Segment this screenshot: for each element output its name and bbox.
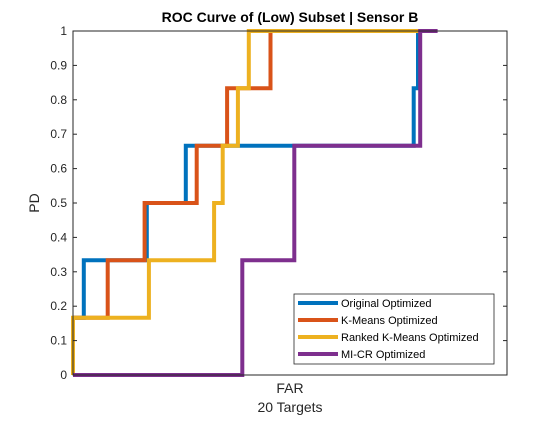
x-axis-sublabel: 20 Targets: [257, 399, 322, 415]
legend-label-ranked-k-means-optimized: Ranked K-Means Optimized: [341, 332, 479, 344]
y-tick-label: 0.5: [50, 196, 67, 210]
y-tick-label: 0.1: [50, 334, 67, 348]
y-tick-label: 0.6: [50, 162, 67, 176]
x-axis-label: FAR: [276, 380, 303, 396]
legend-label-original-optimized: Original Optimized: [341, 298, 431, 310]
chart-title: ROC Curve of (Low) Subset | Sensor B: [162, 9, 419, 25]
legend-label-k-means-optimized: K-Means Optimized: [341, 315, 438, 327]
legend: Original Optimized K-Means Optimized Ran…: [293, 293, 495, 365]
y-tick-label: 0.2: [50, 299, 67, 313]
y-axis-label: PD: [26, 193, 42, 212]
y-axis-ticks: 0 0.1 0.2 0.3 0.4 0.5 0.6 0.7 0.8 0.9 1: [50, 24, 507, 382]
y-tick-label: 0.4: [50, 230, 67, 244]
y-tick-label: 0.9: [50, 58, 67, 72]
y-tick-label: 0.7: [50, 127, 67, 141]
series-line-mi-cr-optimized: [73, 29, 438, 377]
series-line-k-means-optimized: [73, 29, 290, 320]
series-line-ranked-k-means-optimized: [71, 29, 421, 375]
y-tick-label: 1: [60, 24, 67, 38]
series-layer: [71, 29, 438, 377]
y-tick-label: 0.8: [50, 93, 67, 107]
y-tick-label: 0.3: [50, 265, 67, 279]
y-tick-label: 0: [60, 368, 67, 382]
legend-label-mi-cr-optimized: MI-CR Optimized: [341, 349, 425, 361]
